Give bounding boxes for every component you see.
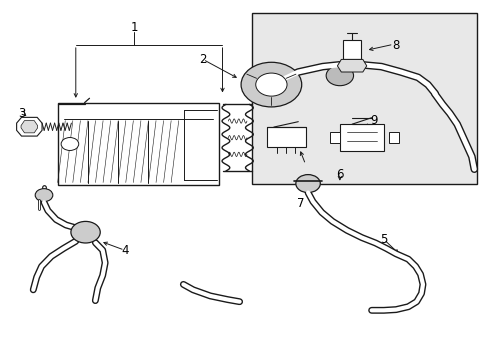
Circle shape: [241, 62, 301, 107]
Bar: [388, 132, 398, 143]
Circle shape: [295, 175, 320, 193]
Text: 2: 2: [199, 53, 206, 66]
Text: 6: 6: [335, 168, 343, 181]
Text: 4: 4: [121, 244, 128, 257]
Text: 8: 8: [391, 39, 399, 51]
Bar: [339, 124, 383, 151]
Text: 3: 3: [18, 107, 26, 120]
Polygon shape: [337, 59, 366, 72]
Circle shape: [61, 138, 79, 150]
Circle shape: [325, 66, 353, 86]
Bar: [343, 40, 360, 59]
Text: 5: 5: [379, 233, 387, 246]
Bar: [329, 132, 339, 143]
Bar: [58, 103, 219, 185]
Polygon shape: [21, 121, 38, 133]
Bar: [266, 127, 305, 147]
Text: 7: 7: [296, 197, 304, 210]
Circle shape: [35, 189, 53, 202]
Circle shape: [71, 221, 100, 243]
Circle shape: [255, 73, 286, 96]
Polygon shape: [17, 117, 42, 136]
Bar: [251, 13, 476, 184]
Text: 1: 1: [130, 21, 138, 33]
Text: 9: 9: [369, 114, 377, 127]
